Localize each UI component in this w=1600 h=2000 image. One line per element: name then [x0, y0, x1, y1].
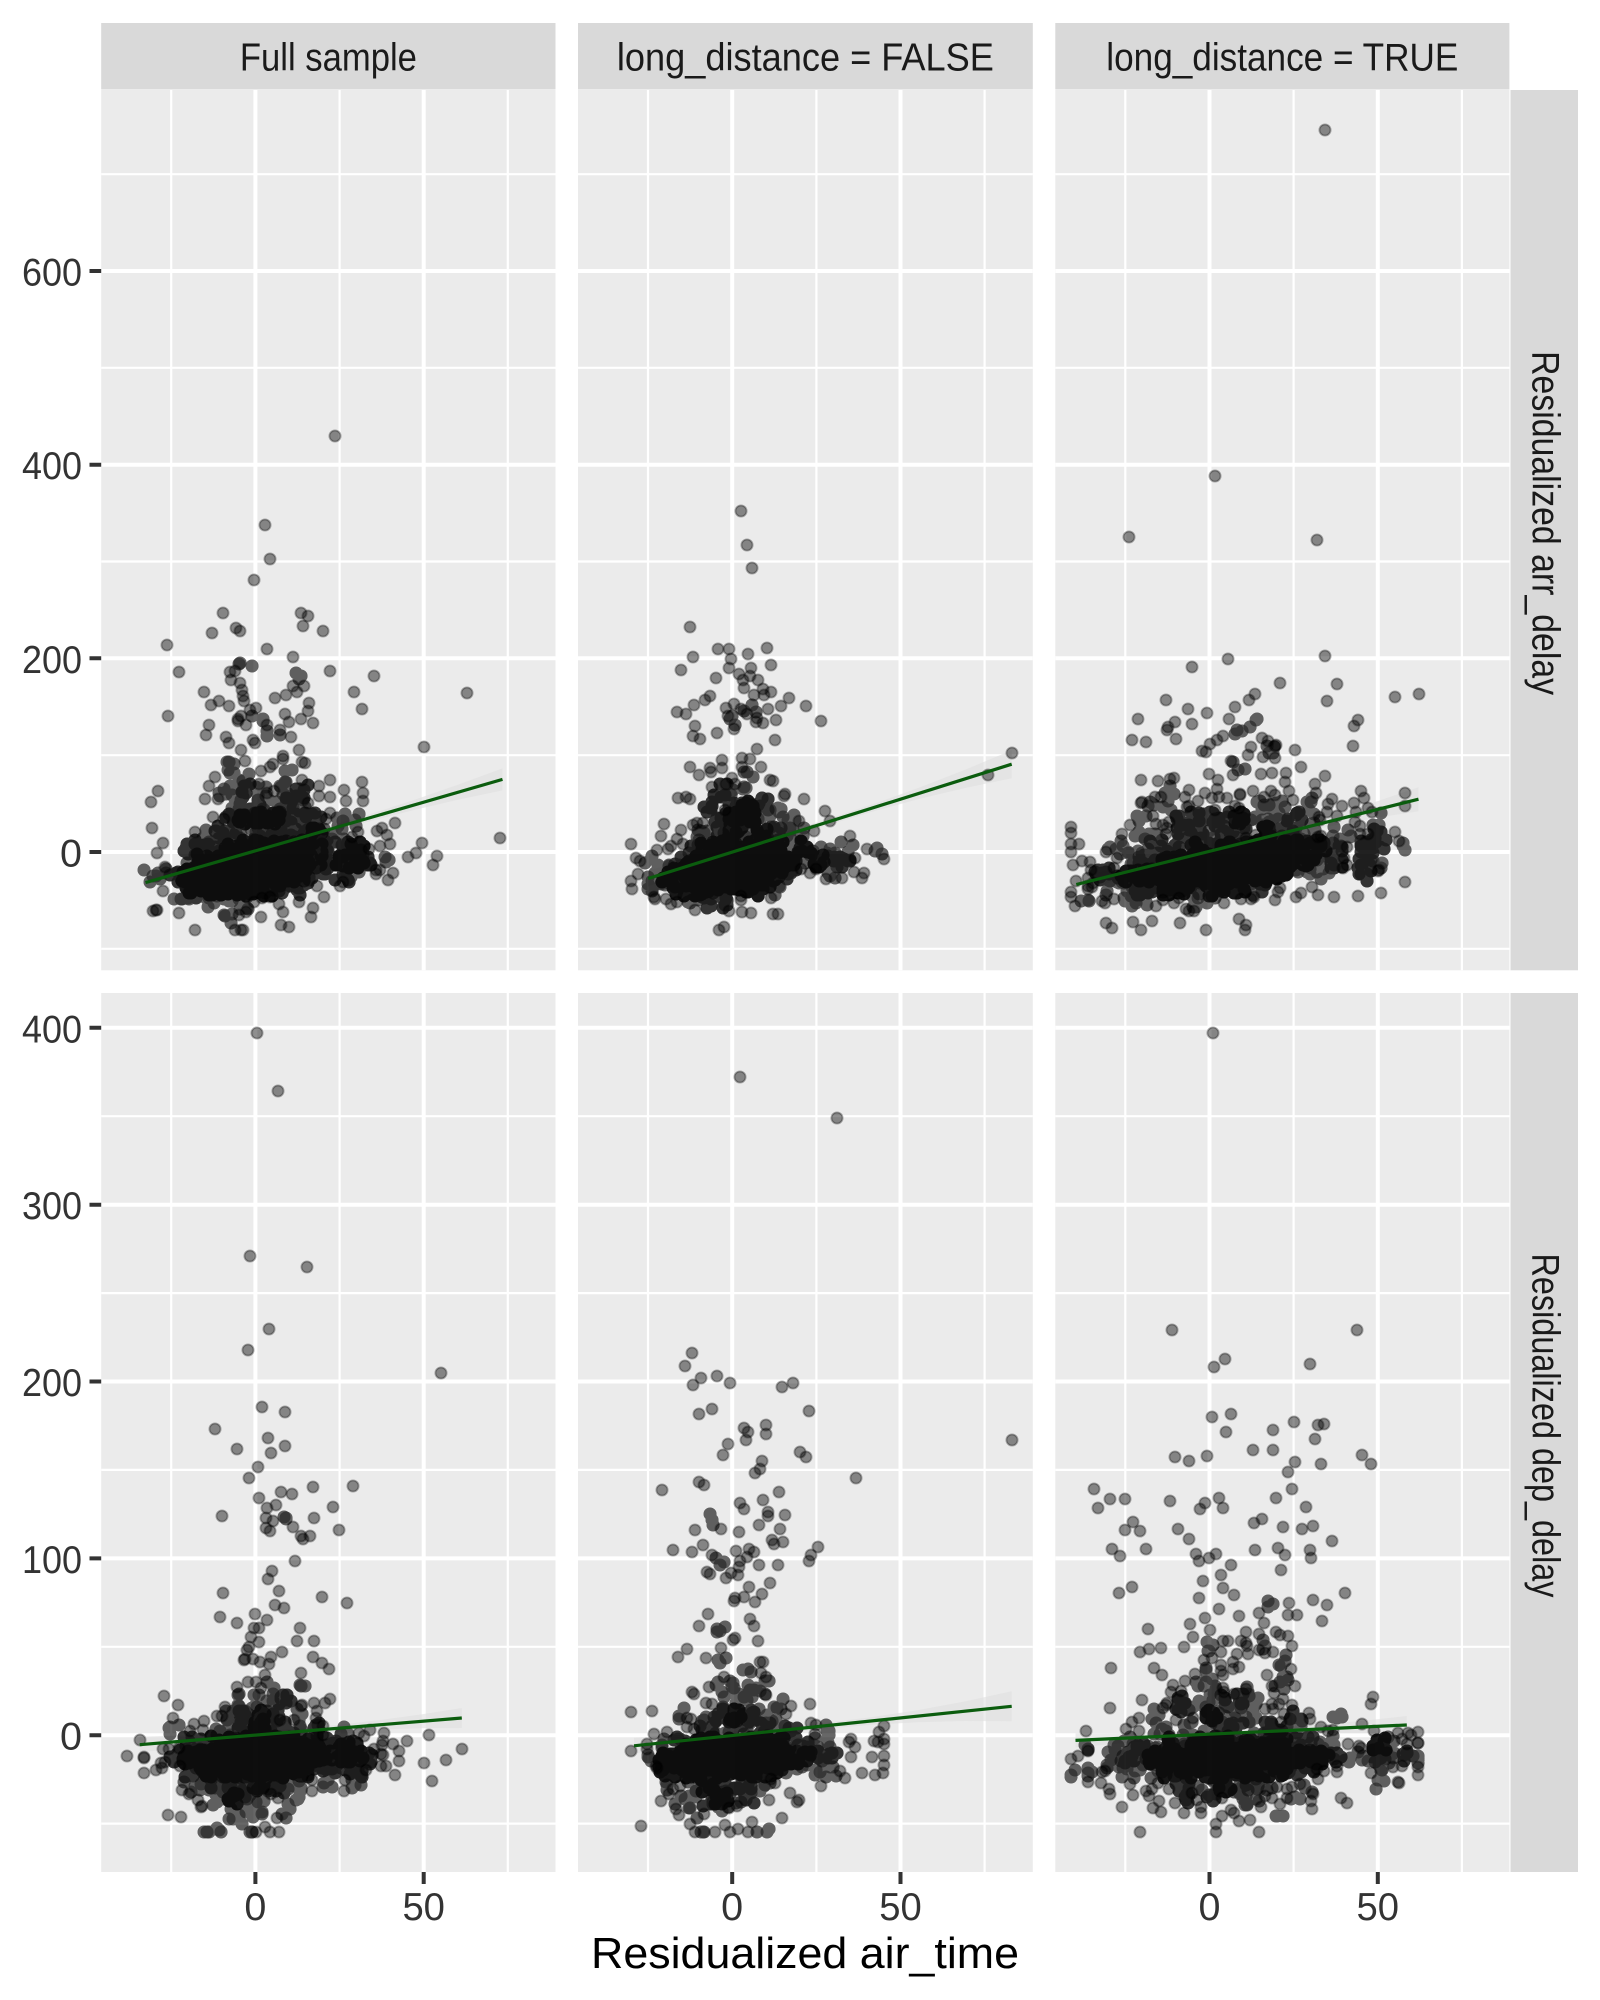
svg-text:Residualized dep_delay: Residualized dep_delay — [1524, 1254, 1567, 1598]
svg-text:600: 600 — [22, 252, 82, 295]
svg-text:Full sample: Full sample — [240, 37, 417, 80]
svg-text:0: 0 — [721, 1886, 743, 1929]
svg-text:long_distance = FALSE: long_distance = FALSE — [617, 37, 994, 80]
svg-text:50: 50 — [1357, 1886, 1400, 1929]
svg-text:Residualized arr_delay: Residualized arr_delay — [1524, 351, 1567, 695]
svg-text:0: 0 — [1199, 1886, 1221, 1929]
svg-text:0: 0 — [60, 1716, 82, 1759]
svg-text:50: 50 — [402, 1886, 445, 1929]
svg-text:200: 200 — [22, 1362, 82, 1405]
svg-text:0: 0 — [60, 833, 82, 876]
svg-text:100: 100 — [22, 1539, 82, 1582]
svg-text:0: 0 — [244, 1886, 266, 1929]
svg-text:Residualized air_time: Residualized air_time — [591, 1929, 1019, 1978]
svg-text:long_distance = TRUE: long_distance = TRUE — [1106, 37, 1458, 80]
svg-text:200: 200 — [22, 639, 82, 682]
svg-text:400: 400 — [22, 1008, 82, 1051]
svg-text:300: 300 — [22, 1185, 82, 1228]
svg-text:50: 50 — [879, 1886, 922, 1929]
svg-text:400: 400 — [22, 445, 82, 488]
